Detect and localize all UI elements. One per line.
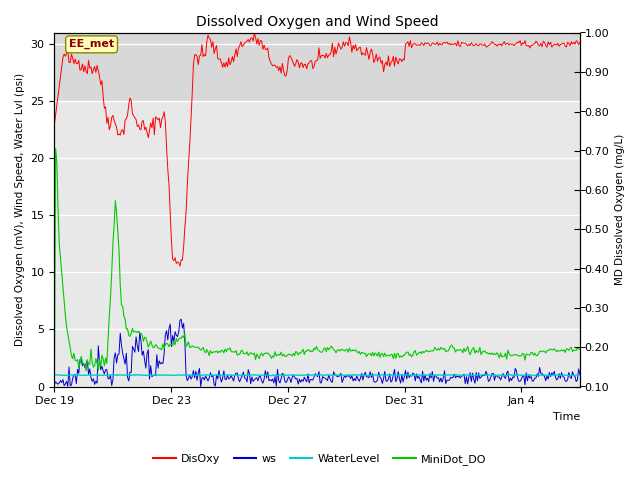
Text: –: – bbox=[580, 105, 586, 118]
Legend: DisOxy, ws, WaterLevel, MiniDot_DO: DisOxy, ws, WaterLevel, MiniDot_DO bbox=[149, 450, 491, 469]
Text: –: – bbox=[580, 26, 586, 39]
Text: –: – bbox=[580, 341, 586, 354]
Text: –: – bbox=[580, 380, 586, 393]
Text: –: – bbox=[580, 301, 586, 314]
Bar bbox=[54, 33, 580, 101]
Text: EE_met: EE_met bbox=[69, 39, 114, 49]
Y-axis label: MD Dissolved Oxygen (mg/L): MD Dissolved Oxygen (mg/L) bbox=[615, 134, 625, 285]
Text: –: – bbox=[580, 66, 586, 79]
Text: –: – bbox=[580, 223, 586, 236]
Title: Dissolved Oxygen and Wind Speed: Dissolved Oxygen and Wind Speed bbox=[196, 15, 438, 29]
X-axis label: Time: Time bbox=[552, 412, 580, 422]
Text: –: – bbox=[580, 144, 586, 157]
Text: –: – bbox=[580, 262, 586, 275]
Text: –: – bbox=[580, 183, 586, 197]
Y-axis label: Dissolved Oxygen (mV), Wind Speed, Water Lvl (psi): Dissolved Oxygen (mV), Wind Speed, Water… bbox=[15, 73, 25, 346]
